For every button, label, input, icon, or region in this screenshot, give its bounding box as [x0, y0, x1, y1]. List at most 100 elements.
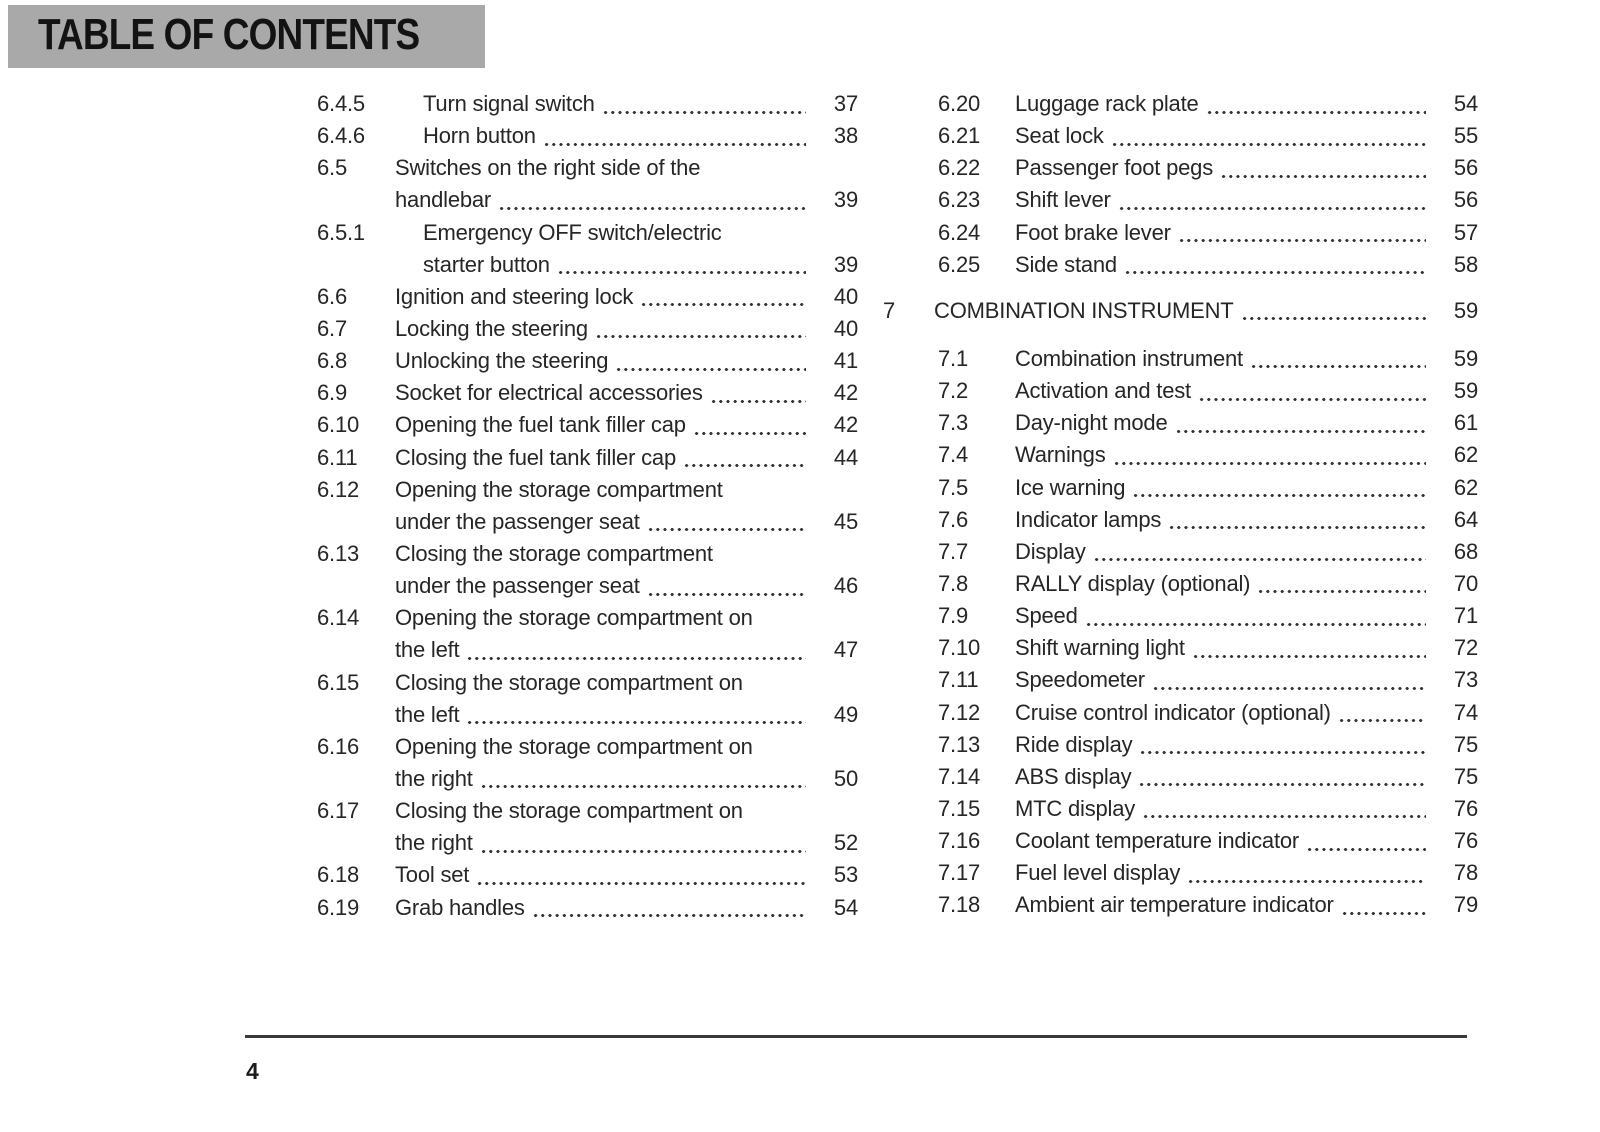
entry-page: 56 [1453, 187, 1478, 213]
toc-entry: 7.4 Warnings 62 [938, 439, 1478, 472]
entry-title: Seat lock [1015, 123, 1104, 149]
entry-page: 41 [833, 348, 858, 374]
entry-page: 40 [833, 283, 858, 309]
entry-page: 76 [1453, 828, 1478, 854]
entry-number: 7.17 [938, 860, 981, 886]
toc-entry-line: 7.11 Speedometer 73 [938, 664, 1478, 697]
entry-number: 6.7 [317, 315, 347, 341]
entry-number: 7.3 [938, 410, 968, 436]
entry-number: 7.6 [938, 506, 968, 532]
toc-entry: 7.16 Coolant temperature indicator 76 [938, 825, 1478, 858]
entry-title: RALLY display (optional) [1015, 570, 1251, 596]
toc-entry: 7.13 Ride display 75 [938, 728, 1478, 761]
entry-page: 59 [1453, 297, 1478, 323]
toc-entry-line: 6.10 Opening the fuel tank filler cap 42 [317, 409, 858, 442]
entry-title: Turn signal switch [423, 91, 595, 116]
toc-entry: 7.17 Fuel level display 78 [938, 857, 1478, 890]
entry-number [317, 763, 395, 795]
entry-title: COMBINATION INSTRUMENT [934, 297, 1234, 323]
toc-entry: 7.2 Activation and test 59 [938, 375, 1478, 408]
entry-page: 59 [1453, 378, 1478, 404]
dot-leader [640, 280, 806, 313]
entry-number: 6.22 [938, 155, 981, 181]
toc-entry: 6.10 Opening the fuel tank filler cap 42 [317, 409, 858, 442]
entry-page: 59 [1453, 345, 1478, 371]
entry-page: 62 [1453, 474, 1478, 500]
entry-title: starter button [423, 251, 550, 277]
dot-leader [531, 891, 806, 924]
toc-entry-line: 6.6 Ignition and steering lock 40 [317, 280, 858, 313]
entry-page: 56 [1453, 155, 1478, 181]
entry-title: ABS display [1015, 763, 1132, 789]
entry-number: 6.17 [317, 798, 360, 824]
toc-entry-line: 7.18 Ambient air temperature indicator 79 [938, 889, 1478, 922]
dot-leader [1220, 152, 1426, 185]
toc-entry: 6.23 Shift lever 56 [938, 184, 1478, 217]
toc-entry-line: 7.13 Ride display 75 [938, 728, 1478, 761]
dot-leader [1197, 375, 1426, 408]
toc-entry-line: 7.5 Ice warning 62 [938, 471, 1478, 504]
entry-page: 75 [1453, 763, 1478, 789]
toc-entry: 7.1 Combination instrument 59 [938, 342, 1478, 376]
entry-title: Ambient air temperature indicator [1015, 892, 1334, 918]
entry-title: under the passenger seat [395, 573, 640, 599]
entry-title: handlebar [395, 187, 492, 213]
toc-entry-line: 6.17 Closing the storage compartment on [317, 795, 858, 827]
entry-number: 6.10 [317, 412, 360, 438]
entry-number: 6.11 [317, 444, 358, 470]
entry-title: Shift warning light [1015, 635, 1185, 661]
entry-number: 7.11 [938, 667, 979, 693]
toc-entry: 7.8 RALLY display (optional) 70 [938, 567, 1478, 601]
entry-page: 79 [1453, 892, 1478, 918]
toc-entry: 6.18 Tool set 53 [317, 859, 858, 892]
entry-page: 75 [1453, 731, 1478, 757]
toc-entry-line: 6.9 Socket for electrical accessories 42 [317, 377, 858, 410]
entry-page: 55 [1453, 123, 1478, 149]
toc-entry-line: 6.25 Side stand 58 [938, 248, 1478, 281]
toc-entry: 7 COMBINATION INSTRUMENT 59 [883, 294, 1478, 327]
dot-leader [1306, 825, 1426, 858]
entry-number: 6.5.1 [317, 219, 365, 245]
entry-number: 7.9 [938, 603, 968, 629]
toc-entry-line: the left 47 [317, 634, 858, 667]
entry-number: 7.10 [938, 635, 981, 661]
entry-number: 7.16 [938, 828, 981, 854]
toc-entry-line: 6.23 Shift lever 56 [938, 184, 1478, 217]
entry-number: 6.9 [317, 380, 347, 406]
entry-number: 7.15 [938, 795, 981, 821]
entry-title: Horn button [423, 123, 536, 149]
toc-entry: 7.15 MTC display 76 [938, 792, 1478, 826]
toc-entry-line: under the passenger seat 46 [317, 570, 858, 603]
toc-entry-line: 6.21 Seat lock 55 [938, 120, 1478, 153]
entry-page: 54 [833, 894, 858, 920]
entry-number [317, 184, 395, 216]
entry-number: 6.6 [317, 283, 347, 309]
toc-entry-line: 6.19 Grab handles 54 [317, 891, 858, 924]
dot-leader [709, 377, 806, 410]
toc-entry: 6.22 Passenger foot pegs 56 [938, 152, 1478, 185]
header-bar: TABLE OF CONTENTS [8, 5, 485, 68]
entry-page: 47 [833, 637, 858, 663]
dot-leader [466, 698, 806, 731]
entry-number: 7 [883, 297, 896, 323]
toc-entry: 6.8 Unlocking the steering 41 [317, 345, 858, 378]
entry-page: 62 [1453, 442, 1478, 468]
dot-leader [498, 184, 806, 217]
entry-title: Passenger foot pegs [1015, 155, 1214, 181]
entry-title: Opening the fuel tank filler cap [395, 412, 686, 438]
toc-entry-line: 6.5.1 Emergency OFF switch/electric [317, 217, 858, 249]
toc-entry-line: the right 50 [317, 762, 858, 796]
toc-entry-line: 7.7 Display 68 [938, 535, 1478, 568]
toc-left-column: 6.4.5 Turn signal switch 37 6.4.6 Horn butto… [317, 88, 858, 924]
dot-leader [1092, 535, 1426, 568]
entry-number: 6.4.6 [317, 123, 365, 149]
entry-number: 6.4.5 [317, 91, 365, 116]
toc-entry-line: 6.13 Closing the storage compartment [317, 538, 858, 570]
entry-title: Grab handles [395, 894, 525, 920]
entry-title: Closing the fuel tank filler cap [395, 444, 676, 470]
dot-leader [1151, 664, 1426, 697]
entry-title: Closing the storage compartment on [395, 798, 743, 824]
dot-leader [1240, 294, 1426, 327]
entry-number: 7.18 [938, 892, 981, 918]
entry-number: 7.1 [938, 345, 968, 371]
